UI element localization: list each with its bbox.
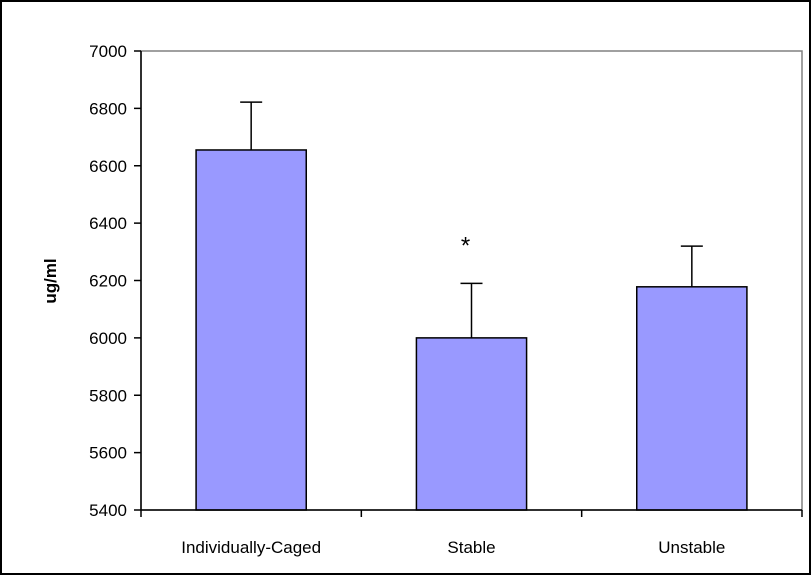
y-tick-label: 5400: [89, 501, 127, 520]
bar-unstable: [636, 286, 748, 511]
y-tick-label: 6400: [89, 214, 127, 233]
y-axis-label: ug/ml: [41, 258, 60, 303]
y-tick-label: 5800: [89, 386, 127, 405]
y-tick-label: 6800: [89, 99, 127, 118]
x-tick-label: Individually-Caged: [181, 538, 321, 557]
annotations-group: *: [461, 232, 470, 259]
bar-individually-caged: [195, 149, 307, 511]
y-tick-label: 6200: [89, 272, 127, 291]
y-tick-label: 5600: [89, 444, 127, 463]
y-tick-label: 6000: [89, 329, 127, 348]
significance-marker: *: [461, 232, 470, 259]
y-ticks-group: 5400 5600 5800 6000 6200 6400 6600 6800 7000: [89, 42, 141, 520]
bar-stable: [415, 337, 528, 511]
x-tick-label: Stable: [447, 538, 495, 557]
y-tick-label: 7000: [89, 42, 127, 61]
y-tick-label: 6600: [89, 157, 127, 176]
x-ticks-group: Individually-Caged Stable Unstable: [140, 510, 803, 557]
x-tick-label: Unstable: [658, 538, 725, 557]
error-bars-group: [240, 101, 703, 338]
